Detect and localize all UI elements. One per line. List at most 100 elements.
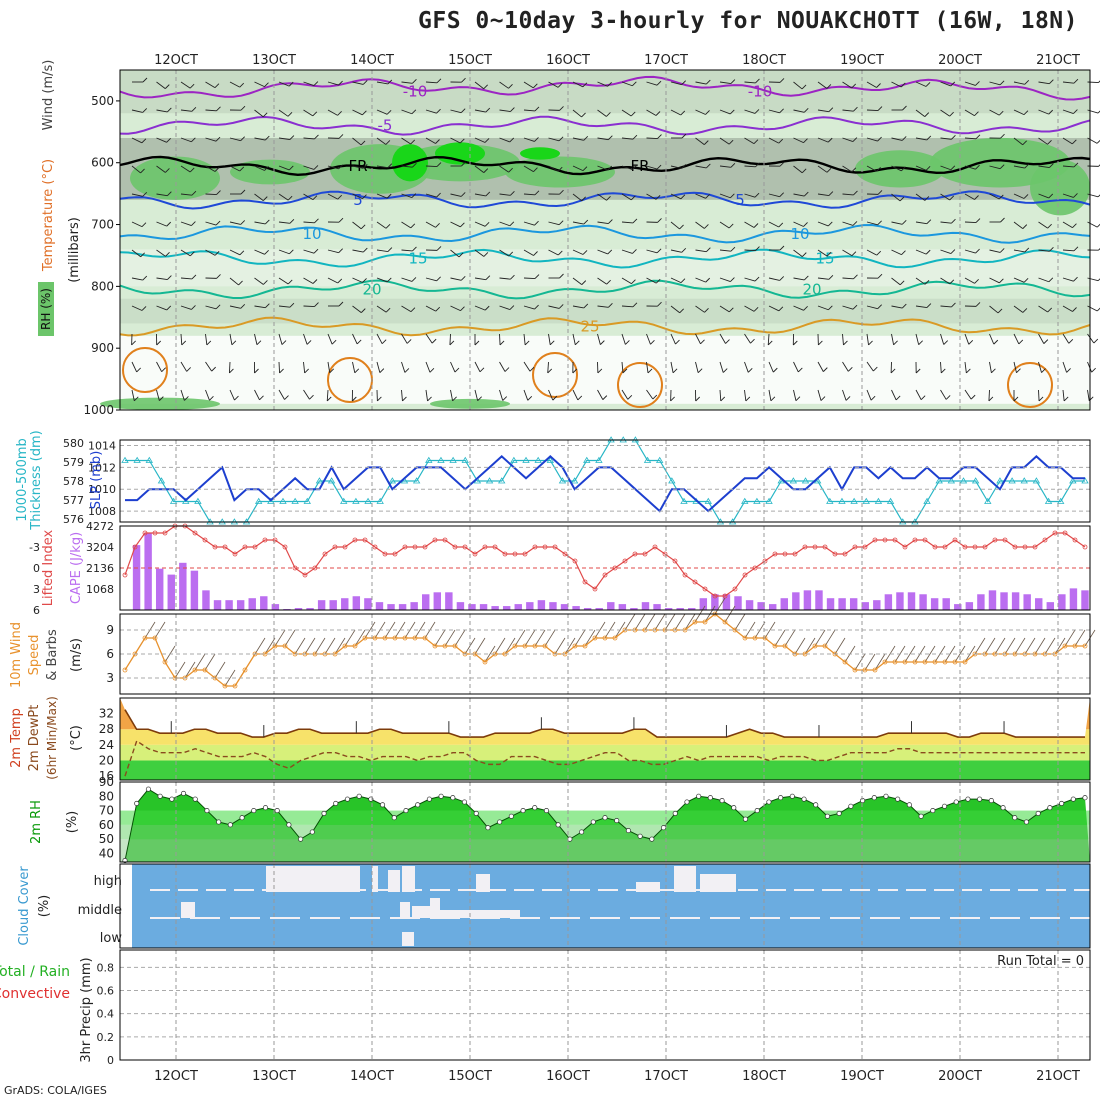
wind-barb-flag (265, 303, 270, 309)
wind-barb-flag (436, 78, 442, 84)
wind-barb-flag (949, 195, 955, 201)
wind-barb (621, 361, 624, 373)
bottom-day-label: 18OCT (742, 1069, 786, 1084)
wind-barb-flag (1073, 276, 1078, 282)
temperature-tick-label: 16 (99, 769, 114, 783)
low-cloud-block (402, 932, 414, 946)
wind-barb (924, 645, 936, 663)
lifted-index-point (1042, 537, 1048, 543)
wind-speed-point (202, 667, 208, 673)
wind-barb-flag (161, 367, 166, 373)
cape-bar (884, 594, 893, 610)
lifted-index-point (152, 530, 158, 536)
wind-barb (891, 81, 902, 88)
wind-barb-flag (264, 249, 269, 255)
wind-barb-flag (287, 279, 293, 285)
cape-bar (653, 604, 661, 610)
wind-barb (646, 249, 658, 254)
isotherm-line (119, 190, 1091, 210)
wind-barb (804, 637, 816, 655)
thickness-point (352, 497, 360, 504)
rh-point (754, 808, 760, 814)
cape-tick-label: 4272 (86, 520, 114, 533)
cape-bar (422, 594, 430, 610)
cape-bar (803, 590, 812, 610)
wind-barb-flag (263, 280, 268, 285)
thickness-point (923, 497, 931, 504)
wind-barb-flag (264, 166, 269, 171)
wind-barb-flag (949, 111, 954, 117)
wind-barb (989, 333, 995, 345)
rh-legend-swatch (38, 282, 54, 336)
lifted-index-point (652, 544, 658, 550)
wind-barb-flag (533, 167, 538, 172)
wind-barb-flag (951, 135, 956, 140)
wind-barb-flag (1072, 223, 1077, 228)
wind-barb (1038, 333, 1045, 344)
wind-barb-flag (209, 395, 214, 401)
wind-barb-flag (460, 222, 465, 228)
rh-point (953, 799, 959, 805)
wind-barb-flag (792, 340, 798, 346)
cloud-label: Cloud Cover (17, 866, 32, 946)
wind-barb-flag (876, 83, 881, 88)
wind-barb-flag (632, 249, 637, 254)
bottom-day-label: 21OCT (1036, 1069, 1080, 1084)
wind-barb-flag (582, 82, 588, 88)
wind-barb (303, 221, 315, 224)
wind-barb (793, 277, 805, 281)
thickness-point (303, 497, 311, 504)
wind-barb-flag (754, 192, 760, 198)
wind-barb (793, 165, 803, 174)
rh-tick-label: 40 (99, 846, 114, 860)
wind-barb-flag (240, 105, 246, 111)
wind-barb (842, 109, 854, 112)
pressure-tick-label: 900 (91, 341, 114, 355)
wind-barb-flag (406, 339, 412, 344)
wind-barb (817, 81, 828, 89)
wind-barb (401, 109, 412, 115)
wind-barb-flag (801, 84, 807, 90)
lifted-index-point (1012, 544, 1018, 550)
wind-barb-flag (454, 367, 460, 373)
wind-barb (915, 221, 927, 225)
slp-tick-label: 1008 (88, 505, 116, 518)
wind-barb-flag (975, 134, 981, 140)
wind-barb (274, 629, 286, 647)
wind-barb (254, 305, 266, 309)
isotherm-label: 10 (790, 225, 809, 243)
cape-bar (306, 608, 314, 610)
wind-barb (523, 109, 535, 112)
wind-barb (450, 361, 456, 373)
thickness-point (838, 497, 846, 504)
wind-barb-flag (826, 84, 832, 89)
cape-bar (607, 602, 615, 610)
temperature-tick-label: 20 (99, 753, 114, 767)
wind-barb (989, 109, 1000, 116)
bottom-day-label: 15OCT (448, 1069, 492, 1084)
wind-barb (964, 361, 967, 373)
wind-barb-flag (262, 196, 268, 201)
temperature-legend-label: Temperature (°C) (41, 159, 56, 272)
high-cloud-block (476, 874, 490, 892)
wind-barb-flag (362, 80, 368, 85)
slp-line (125, 455, 1085, 513)
cape-bar (502, 606, 511, 610)
wind-barb (327, 333, 333, 345)
wind-barb (284, 629, 296, 647)
lifted-index-point (212, 544, 218, 550)
thickness-point (315, 477, 324, 484)
wind-barb (401, 221, 412, 229)
lifted-index-point (892, 537, 898, 543)
wind-barb (621, 109, 632, 117)
wind-barb-flag (529, 366, 535, 372)
wind-barb (548, 333, 551, 345)
wind-speed-point (852, 667, 858, 673)
panel-frame (119, 613, 1091, 695)
wind-barb-flag (387, 79, 393, 85)
wind-barb-flag (951, 218, 956, 224)
wind-barb-flag (949, 279, 955, 285)
wind-barb-flag (870, 395, 876, 401)
wind-barb (474, 165, 485, 173)
